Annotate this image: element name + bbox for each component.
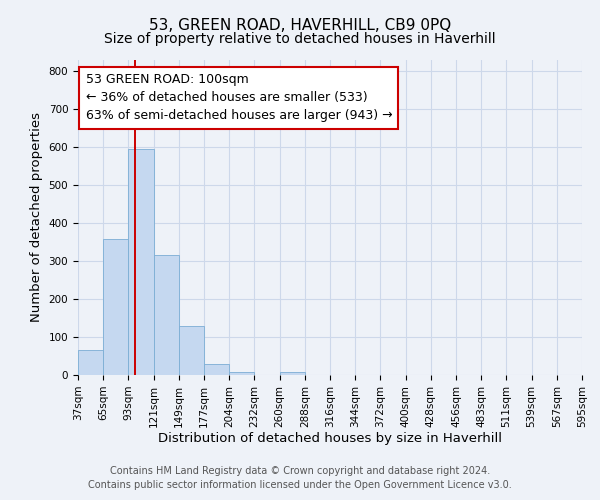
Bar [280,372,305,375]
Text: 53, GREEN ROAD, HAVERHILL, CB9 0PQ: 53, GREEN ROAD, HAVERHILL, CB9 0PQ [149,18,451,32]
Text: 53 GREEN ROAD: 100sqm
← 36% of detached houses are smaller (533)
63% of semi-det: 53 GREEN ROAD: 100sqm ← 36% of detached … [86,74,392,122]
Bar [154,256,179,375]
Bar [103,239,128,375]
X-axis label: Distribution of detached houses by size in Haverhill: Distribution of detached houses by size … [158,432,502,446]
Bar [229,372,254,375]
Text: Size of property relative to detached houses in Haverhill: Size of property relative to detached ho… [104,32,496,46]
Y-axis label: Number of detached properties: Number of detached properties [30,112,43,322]
Bar [128,149,154,375]
Text: Contains HM Land Registry data © Crown copyright and database right 2024.
Contai: Contains HM Land Registry data © Crown c… [88,466,512,490]
Bar [179,326,204,375]
Bar [204,364,229,375]
Bar [78,350,103,375]
